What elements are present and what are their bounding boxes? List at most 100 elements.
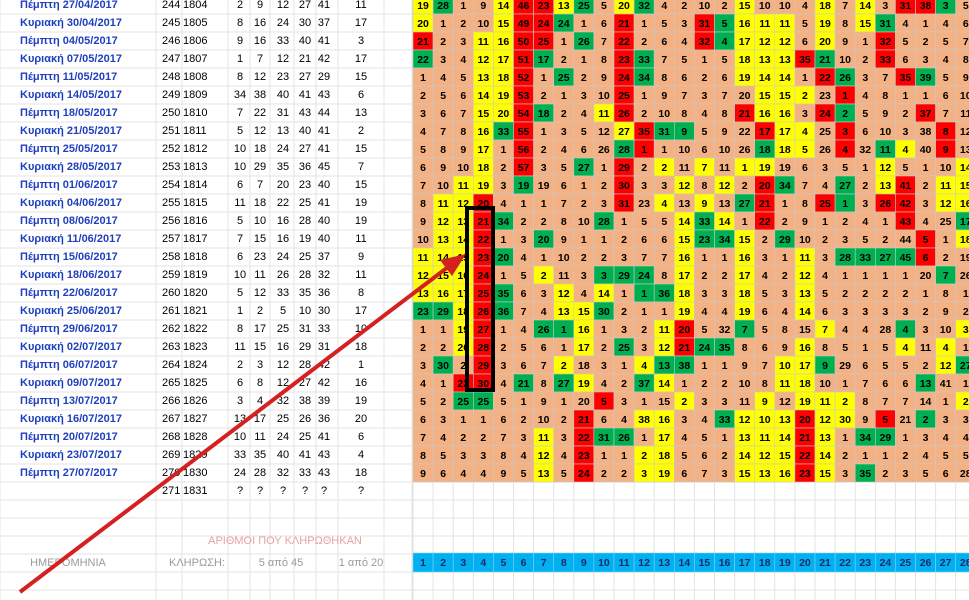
grid-value: 15 — [819, 468, 831, 480]
grid-value: 1 — [923, 90, 929, 102]
grid-value: 25 — [819, 126, 831, 138]
grid-value: 4 — [842, 144, 848, 156]
grid-value: 3 — [822, 252, 828, 264]
grid-value: 16 — [679, 252, 691, 264]
grid-value: 1 — [641, 18, 647, 30]
grid-value: 27 — [839, 180, 851, 192]
draw-code: 1814 — [183, 179, 207, 191]
extra-number: 19 — [355, 395, 367, 407]
grid-value: 2 — [882, 234, 888, 246]
grid-value: 1 — [601, 324, 607, 336]
grid-value: 1 — [923, 288, 929, 300]
grid-value: 3 — [420, 360, 426, 372]
grid-value: 2 — [882, 288, 888, 300]
grid-value: 2 — [782, 270, 788, 282]
grid-value: 3 — [722, 468, 728, 480]
grid-value: 18 — [819, 0, 831, 12]
grid-value: 22 — [739, 126, 751, 138]
grid-value: 14 — [799, 306, 811, 318]
grid-value: 5 — [762, 288, 768, 300]
grid-value: 3 — [521, 432, 527, 444]
grid-value: 13 — [779, 54, 791, 66]
grid-value: 25 — [618, 90, 630, 102]
draw-code: 1816 — [183, 215, 207, 227]
grid-value: 53 — [518, 90, 530, 102]
grid-value: 17 — [799, 360, 811, 372]
grid-value: 18 — [779, 144, 791, 156]
grid-value: 11 — [799, 252, 810, 264]
grid-value: 2 — [561, 54, 567, 66]
drawn-number: 40 — [318, 179, 330, 191]
grid-value: 4 — [702, 108, 708, 120]
grid-value: 1 — [581, 54, 587, 66]
grid-value: 13 — [739, 432, 751, 444]
arrow-head — [440, 254, 466, 276]
grid-value: 1 — [501, 270, 507, 282]
grid-value: 16 — [437, 288, 449, 300]
drawn-number: ? — [257, 485, 263, 497]
grid-value: 4 — [802, 126, 808, 138]
row-date: Πέμπτη 11/05/2017 — [20, 71, 117, 83]
drawn-number: 19 — [299, 233, 311, 245]
grid-value: 21 — [679, 342, 691, 354]
grid-value: 1 — [561, 342, 567, 354]
column-number: 26 — [920, 557, 932, 569]
grid-value: 2 — [521, 414, 527, 426]
drawn-number: 7 — [237, 107, 243, 119]
grid-value: 39 — [920, 72, 932, 84]
grid-value: 23 — [478, 252, 490, 264]
grid-value: 21 — [759, 198, 771, 210]
drawn-number: 13 — [277, 125, 289, 137]
grid-value: 28 — [478, 342, 490, 354]
grid-value: 29 — [437, 306, 449, 318]
grid-value: 25 — [478, 288, 490, 300]
grid-value: 2 — [501, 162, 507, 174]
grid-value: 27 — [578, 162, 590, 174]
grid-value: 8 — [420, 198, 426, 210]
grid-value: 16 — [779, 108, 791, 120]
column-number: 3 — [460, 557, 466, 569]
grid-value: 17 — [538, 54, 550, 66]
grid-value: 6 — [681, 468, 687, 480]
grid-value: 4 — [782, 306, 788, 318]
grid-value: 2 — [742, 180, 748, 192]
grid-value: 1 — [842, 378, 848, 390]
grid-value: 15 — [478, 108, 490, 120]
drawn-number: 11 — [234, 197, 245, 209]
grid-value: 2 — [862, 54, 868, 66]
grid-value: 17 — [478, 144, 490, 156]
row-date: Κυριακή 30/04/2017 — [20, 17, 122, 29]
grid-value: 25 — [940, 216, 952, 228]
grid-value: 17 — [739, 36, 751, 48]
grid-cell — [955, 463, 969, 483]
grid-value: 9 — [862, 414, 868, 426]
grid-value: 14 — [719, 216, 731, 228]
grid-value: 5 — [702, 432, 708, 444]
drawn-number: 40 — [299, 35, 311, 47]
grid-value: 6 — [641, 234, 647, 246]
grid-value: 12 — [880, 162, 892, 174]
grid-value: 23 — [699, 234, 711, 246]
grid-value: 7 — [561, 198, 567, 210]
grid-value: 4 — [501, 378, 507, 390]
grid-value: 3 — [842, 234, 848, 246]
grid-value: 8 — [541, 378, 547, 390]
grid-value: 2 — [621, 468, 627, 480]
grid-value: 5 — [521, 342, 527, 354]
grid-value: 6 — [661, 36, 667, 48]
grid-value: 29 — [618, 270, 630, 282]
grid-value: 30 — [437, 360, 449, 372]
grid-value: 17 — [759, 126, 771, 138]
extra-number: 15 — [355, 179, 367, 191]
drawn-number: 43 — [318, 89, 330, 101]
grid-value: 2 — [822, 234, 828, 246]
grid-value: 2 — [621, 378, 627, 390]
drawn-number: ? — [302, 485, 308, 497]
grid-value: 5 — [420, 396, 426, 408]
grid-value: 26 — [839, 72, 851, 84]
grid-value: 38 — [920, 0, 932, 12]
drawn-number: 37 — [318, 17, 330, 29]
grid-value: 40 — [920, 144, 932, 156]
grid-value: 3 — [641, 180, 647, 192]
grid-value: 21 — [618, 18, 630, 30]
